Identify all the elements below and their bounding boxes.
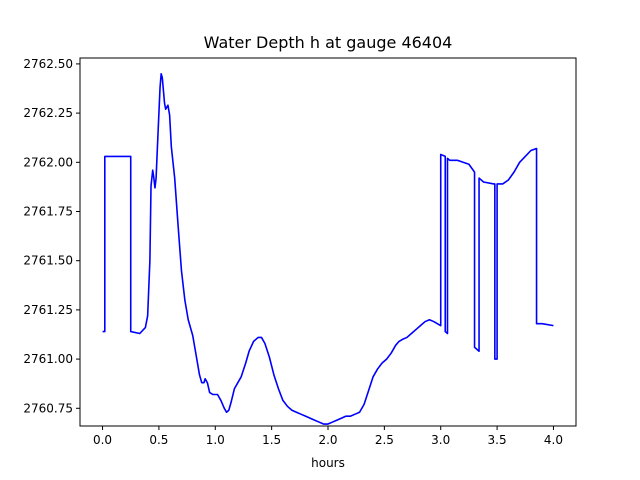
y-tick-label: 2761.00: [23, 352, 73, 366]
y-tick-label: 2761.75: [23, 204, 73, 218]
y-tick-label: 2762.50: [23, 57, 73, 71]
x-axis-label: hours: [311, 456, 345, 470]
x-tick-label: 1.0: [206, 433, 225, 447]
plot-area: [102, 72, 554, 425]
y-tick-label: 2760.75: [23, 401, 73, 415]
x-tick-label: 2.0: [318, 433, 337, 447]
y-tick-label: 2762.00: [23, 155, 73, 169]
y-tick-label: 2762.25: [23, 106, 73, 120]
series-line: [102, 72, 554, 425]
x-tick-label: 4.0: [544, 433, 563, 447]
x-tick-label: 2.5: [375, 433, 394, 447]
axes-frame: [79, 57, 577, 427]
y-tick-label: 2761.50: [23, 254, 73, 268]
x-tick-label: 0.5: [149, 433, 168, 447]
y-tick-label: 2761.25: [23, 303, 73, 317]
x-tick-label: 1.5: [262, 433, 281, 447]
x-tick-label: 0.0: [93, 433, 112, 447]
x-tick-label: 3.5: [488, 433, 507, 447]
y-axis: 2760.75 2761.00 2761.25 2761.50 2761.75 2762.…: [23, 57, 80, 415]
x-axis: 0.0 0.5 1.0 1.5 2.0 2.5 3.0 3.5 4.0: [93, 426, 563, 447]
chart-title: Water Depth h at gauge 46404: [204, 33, 453, 52]
x-tick-label: 3.0: [431, 433, 450, 447]
